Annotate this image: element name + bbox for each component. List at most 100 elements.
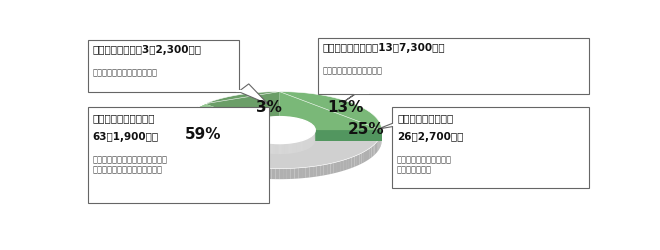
Polygon shape — [218, 161, 222, 172]
Polygon shape — [232, 164, 235, 175]
Polygon shape — [340, 160, 343, 172]
Polygon shape — [222, 162, 225, 173]
Polygon shape — [180, 138, 181, 150]
Polygon shape — [377, 140, 378, 152]
Text: 移転支出的なコスト：: 移転支出的なコスト： — [92, 113, 155, 123]
Polygon shape — [252, 139, 253, 150]
Text: 人件費などにかかるコスト: 人件費などにかかるコスト — [323, 66, 383, 76]
Polygon shape — [249, 138, 251, 149]
Polygon shape — [343, 159, 346, 171]
Polygon shape — [270, 143, 271, 154]
Polygon shape — [320, 165, 323, 176]
Polygon shape — [269, 143, 270, 154]
Polygon shape — [177, 110, 381, 168]
Polygon shape — [273, 143, 275, 154]
Polygon shape — [364, 150, 366, 162]
Polygon shape — [257, 140, 258, 151]
Polygon shape — [287, 143, 288, 154]
Polygon shape — [256, 140, 257, 151]
Text: 人にかかるコスト：13億7,300万円: 人にかかるコスト：13億7,300万円 — [323, 44, 446, 54]
Polygon shape — [288, 143, 289, 154]
Polygon shape — [280, 144, 281, 154]
Polygon shape — [278, 144, 279, 154]
Polygon shape — [294, 142, 295, 153]
Polygon shape — [373, 144, 375, 156]
Polygon shape — [263, 142, 264, 153]
Polygon shape — [315, 130, 381, 141]
Polygon shape — [279, 144, 280, 154]
Polygon shape — [260, 142, 261, 152]
Polygon shape — [279, 92, 381, 130]
Polygon shape — [255, 140, 256, 151]
Polygon shape — [269, 143, 270, 154]
Polygon shape — [366, 149, 368, 161]
Polygon shape — [271, 143, 273, 154]
Polygon shape — [265, 142, 267, 153]
FancyBboxPatch shape — [392, 107, 589, 188]
Polygon shape — [181, 140, 182, 152]
Polygon shape — [302, 167, 306, 178]
Polygon shape — [258, 141, 259, 152]
Polygon shape — [274, 144, 275, 154]
Polygon shape — [305, 139, 306, 150]
Polygon shape — [258, 141, 259, 152]
Polygon shape — [246, 166, 249, 177]
Polygon shape — [378, 118, 405, 129]
Polygon shape — [302, 140, 303, 151]
Polygon shape — [378, 139, 379, 151]
Text: 物件費や減価償却費など
にかかるコスト: 物件費や減価償却費など にかかるコスト — [397, 155, 452, 174]
Polygon shape — [304, 140, 306, 150]
Polygon shape — [313, 166, 317, 177]
Polygon shape — [295, 142, 296, 153]
Polygon shape — [309, 137, 310, 148]
Polygon shape — [295, 142, 296, 153]
Polygon shape — [290, 168, 294, 179]
Polygon shape — [210, 158, 213, 170]
FancyBboxPatch shape — [88, 107, 269, 203]
Polygon shape — [249, 167, 253, 178]
Text: 59%: 59% — [184, 128, 221, 142]
Polygon shape — [337, 161, 340, 172]
Text: 支払利息などにかかるコスト: 支払利息などにかかるコスト — [92, 68, 158, 78]
Polygon shape — [346, 158, 349, 170]
Polygon shape — [179, 137, 180, 149]
Polygon shape — [292, 142, 294, 153]
Polygon shape — [288, 143, 290, 154]
Polygon shape — [199, 154, 202, 166]
Polygon shape — [306, 139, 307, 150]
Polygon shape — [294, 168, 298, 179]
Polygon shape — [284, 143, 286, 154]
Polygon shape — [193, 104, 253, 123]
Polygon shape — [282, 144, 283, 154]
Polygon shape — [283, 144, 284, 154]
Polygon shape — [281, 144, 282, 154]
Polygon shape — [203, 134, 236, 142]
Polygon shape — [187, 147, 189, 158]
Polygon shape — [301, 141, 302, 152]
Polygon shape — [290, 143, 291, 154]
Polygon shape — [362, 152, 364, 164]
Polygon shape — [298, 168, 302, 178]
Polygon shape — [228, 164, 232, 175]
Polygon shape — [238, 84, 268, 104]
Polygon shape — [277, 144, 278, 154]
Polygon shape — [327, 164, 331, 175]
Polygon shape — [251, 138, 252, 149]
Polygon shape — [272, 143, 273, 154]
Text: 13%: 13% — [328, 100, 364, 116]
Polygon shape — [279, 168, 283, 179]
Polygon shape — [306, 167, 310, 178]
Polygon shape — [252, 139, 253, 150]
Polygon shape — [253, 140, 254, 150]
Polygon shape — [291, 143, 292, 154]
Polygon shape — [268, 168, 271, 179]
Polygon shape — [183, 143, 184, 155]
Polygon shape — [317, 166, 320, 176]
Polygon shape — [300, 141, 301, 152]
Polygon shape — [306, 138, 308, 149]
Polygon shape — [268, 143, 269, 154]
Polygon shape — [253, 139, 254, 150]
Polygon shape — [297, 142, 298, 152]
Polygon shape — [279, 144, 280, 154]
Polygon shape — [298, 141, 299, 152]
